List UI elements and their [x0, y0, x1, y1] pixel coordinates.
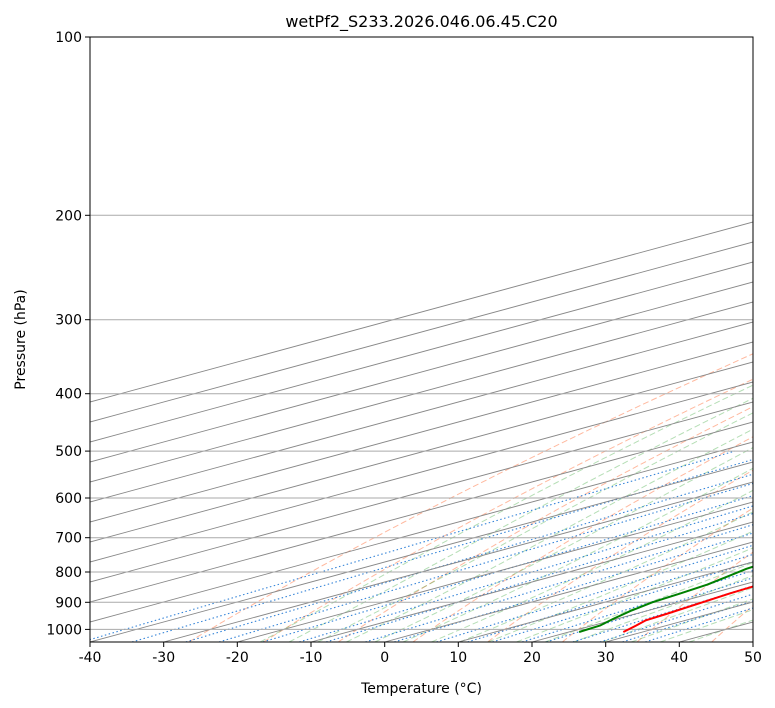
x-tick-label: 30 [597, 650, 615, 666]
y-tick-label: 300 [55, 313, 82, 329]
x-tick-label: 0 [380, 650, 389, 666]
x-tick-label: -40 [79, 650, 102, 666]
dry-adiabat [487, 469, 753, 642]
y-tick-label: 100 [55, 30, 82, 46]
isotherm [90, 421, 753, 603]
dry-adiabat [337, 406, 753, 642]
y-axis: 100 200 300 400 500 600 700 800 900 1000 [46, 30, 90, 638]
moist-adiabat [431, 489, 753, 642]
isotherm [163, 481, 753, 642]
background-lines [90, 221, 753, 642]
x-tick-label: -10 [300, 650, 323, 666]
x-tick-label: 50 [744, 650, 762, 666]
moist-adiabat [459, 511, 753, 642]
chart-title: wetPf2_S233.2026.046.06.45.C20 [285, 12, 557, 32]
y-tick-label: 800 [55, 565, 82, 581]
isotherm [90, 441, 753, 623]
moist-adiabat [631, 598, 753, 642]
y-tick-label: 1000 [46, 622, 82, 638]
isotherm [90, 461, 753, 642]
mixing-ratio-line [365, 524, 753, 642]
isotherm [90, 261, 753, 443]
isotherm [90, 281, 753, 463]
plot-frame [89, 36, 754, 643]
y-tick-label: 700 [55, 531, 82, 547]
moist-adiabat [544, 562, 753, 642]
x-tick-label: 20 [523, 650, 541, 666]
y-tick-label: 900 [55, 595, 82, 611]
isotherm [90, 241, 753, 423]
y-tick-label: 500 [55, 444, 82, 460]
x-axis: -40 -30 -20 -10 0 10 20 30 40 50 [79, 642, 762, 666]
y-tick-label: 400 [55, 387, 82, 403]
dry-adiabat [636, 551, 753, 642]
x-tick-label: -30 [152, 650, 175, 666]
isotherm [90, 301, 753, 483]
y-tick-label: 600 [55, 491, 82, 507]
isotherm [90, 381, 753, 563]
moist-adiabat [402, 467, 753, 642]
moist-adiabat [317, 412, 753, 642]
x-tick-label: 40 [670, 650, 688, 666]
mixing-ratio-line [325, 512, 753, 642]
isotherm [90, 321, 753, 503]
mixing-ratio-line [131, 458, 753, 642]
moist-adiabat [487, 530, 753, 642]
isotherm [237, 501, 753, 642]
y-axis-label: Pressure (hPa) [13, 289, 29, 389]
x-axis-label: Temperature (°C) [360, 681, 482, 697]
x-tick-label: 10 [449, 650, 467, 666]
mixing-ratio-line [185, 473, 753, 642]
moist-adiabat [259, 384, 753, 642]
dry-adiabat [188, 353, 753, 642]
isotherm [90, 221, 753, 403]
moist-adiabat [288, 397, 753, 642]
moist-adiabat [346, 428, 753, 642]
isotherm [90, 361, 753, 543]
x-tick-label: -20 [226, 650, 249, 666]
y-tick-label: 200 [55, 208, 82, 224]
isotherm [310, 521, 753, 642]
mixing-ratio-line [436, 544, 753, 642]
isotherm [90, 401, 753, 583]
